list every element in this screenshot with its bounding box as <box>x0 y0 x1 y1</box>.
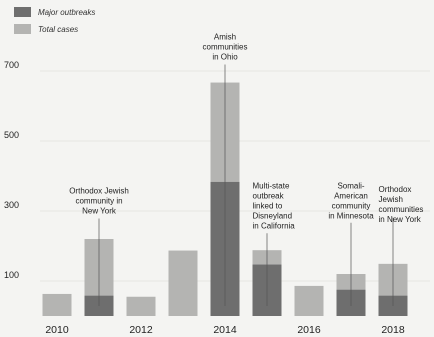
annotation-label: Orthodox Jewish community in New York <box>69 187 129 216</box>
annotation-line: Orthodox Jewish <box>69 187 129 196</box>
axes: 100 300 500 700 2010 2012 2014 2016 2018 <box>4 60 405 336</box>
annotation-line: in Ohio <box>212 53 238 62</box>
annotation-line: in Minnesota <box>328 211 374 220</box>
x-tick-label: 2016 <box>297 324 321 336</box>
annotation-line: community <box>332 201 371 210</box>
y-tick-label: 700 <box>4 60 19 70</box>
annotation-line: American <box>334 191 368 200</box>
x-tick-label: 2012 <box>129 324 153 336</box>
annotation-label: Somali-American community in Minnesota <box>328 181 374 220</box>
annotation-line: Multi-state <box>253 181 290 190</box>
annotation-line: in New York <box>379 215 422 224</box>
legend-swatch <box>14 24 31 34</box>
x-tick-label: 2014 <box>213 324 237 336</box>
bar-total-2012 <box>126 296 156 316</box>
annotation-label: Multi-state outbreak linked to Disneyland in… <box>253 181 296 230</box>
legend-label: Total cases <box>38 25 78 34</box>
annotation-line: Amish <box>214 33 236 42</box>
annotation-line: community in <box>75 197 122 206</box>
annotation-line: Somali- <box>337 181 364 190</box>
annotation-line: linked to <box>253 201 283 210</box>
y-tick-label: 100 <box>4 270 19 280</box>
legend-label: Major outbreaks <box>38 8 95 17</box>
annotation-leaders <box>98 64 394 306</box>
y-tick-label: 300 <box>4 200 19 210</box>
annotation-line: in California <box>253 221 296 230</box>
annotations: Orthodox Jewish community in New YorkAmish… <box>69 33 423 231</box>
annotation-line: communities <box>379 205 424 214</box>
y-tick-label: 500 <box>4 130 19 140</box>
annotation-line: Jewish <box>379 195 403 204</box>
x-tick-label: 2018 <box>381 324 405 336</box>
annotation-line: outbreak <box>253 191 285 200</box>
legend-swatch <box>14 7 31 17</box>
annotation-line: New York <box>82 207 117 216</box>
annotation-line: Disneyland <box>253 211 293 220</box>
annotation-line: communities <box>203 43 248 52</box>
x-tick-label: 2010 <box>45 324 69 336</box>
bar-total-2016 <box>294 285 324 316</box>
legend: Major outbreaks Total cases <box>14 7 95 34</box>
bar-total-2010 <box>42 293 72 316</box>
annotation-label: Orthodox Jewish communities in New York <box>379 185 424 224</box>
annotation-line: Orthodox <box>379 185 412 194</box>
bar-total-2013 <box>168 250 198 316</box>
annotation-label: Amish communities in Ohio <box>203 33 248 62</box>
